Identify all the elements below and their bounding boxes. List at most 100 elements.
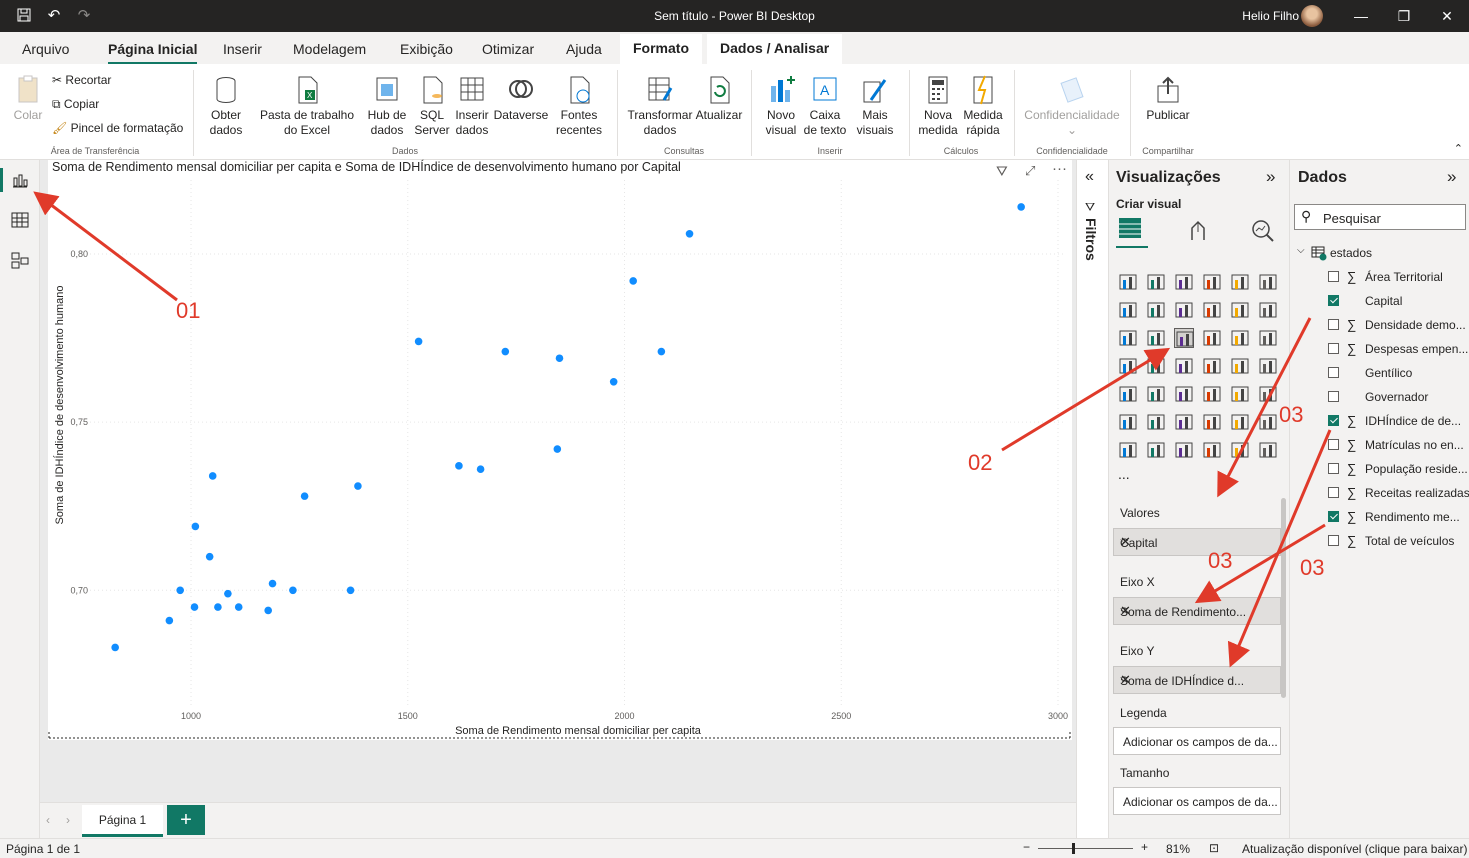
get-data-button[interactable]: Obter dados — [200, 74, 252, 138]
data-point[interactable] — [555, 354, 564, 363]
field-name[interactable]: Total de veículos — [1365, 534, 1455, 548]
field-checkbox[interactable] — [1328, 367, 1339, 378]
scatter-icon[interactable] — [1174, 328, 1194, 348]
field-checkbox[interactable] — [1328, 343, 1339, 354]
filter-icon[interactable]: ⛛ — [996, 163, 1008, 179]
stacked-bar-icon[interactable] — [1118, 272, 1138, 292]
data-point[interactable] — [208, 472, 217, 480]
data-point[interactable] — [176, 586, 184, 595]
paginated-icon[interactable] — [1230, 412, 1250, 432]
100-bar-icon[interactable] — [1230, 272, 1250, 292]
tab-exibicao[interactable]: Exibição — [400, 41, 453, 57]
python-icon[interactable] — [1118, 412, 1138, 432]
chevron-down-icon[interactable]: ⌵ — [1120, 673, 1128, 684]
data-point[interactable] — [268, 579, 277, 588]
data-hub-button[interactable]: Hub de dados — [363, 74, 411, 138]
data-point[interactable] — [629, 277, 637, 285]
filters-pane[interactable]: « ⛛ Filtros — [1076, 160, 1108, 838]
publish-button[interactable]: Publicar — [1140, 74, 1196, 123]
y-axis-well[interactable]: Soma de IDHÍndice d... ⌵ ✕ — [1113, 666, 1281, 694]
field-checkbox[interactable] — [1328, 295, 1339, 306]
tab-modelagem[interactable]: Modelagem — [293, 41, 367, 57]
field-checkbox[interactable] — [1328, 415, 1339, 426]
ribbon-icon[interactable] — [1258, 300, 1278, 320]
save-icon[interactable] — [15, 7, 33, 25]
table-name[interactable]: estados — [1330, 246, 1373, 260]
field-name[interactable]: Governador — [1365, 390, 1429, 404]
model-view-icon[interactable] — [10, 250, 30, 270]
more-options-icon[interactable]: ··· — [1052, 160, 1067, 177]
transform-data-button[interactable]: Transformar dados — [624, 74, 696, 138]
more-visuals-ellipsis[interactable]: ... — [1118, 466, 1130, 482]
donut-icon[interactable] — [1230, 328, 1250, 348]
clustered-column-icon[interactable] — [1202, 272, 1222, 292]
remove-icon[interactable]: ✕ — [1120, 603, 1131, 618]
next-page-icon[interactable]: › — [66, 813, 70, 827]
narrative-icon[interactable] — [1118, 440, 1138, 460]
field-name[interactable]: Receitas realizadas — [1365, 486, 1469, 500]
data-point[interactable] — [111, 643, 119, 652]
expand-icon[interactable]: « — [1085, 168, 1094, 185]
table-view-icon[interactable] — [10, 210, 30, 230]
field-checkbox[interactable] — [1328, 463, 1339, 474]
data-point[interactable] — [609, 377, 618, 386]
field-name[interactable]: Despesas empen... — [1365, 342, 1469, 356]
dataverse-button[interactable]: Dataverse — [492, 74, 550, 123]
field-checkbox[interactable] — [1328, 391, 1339, 402]
slicer-icon[interactable] — [1174, 384, 1194, 404]
data-point[interactable] — [205, 552, 214, 561]
field-name[interactable]: IDHÍndice de de... — [1365, 414, 1462, 428]
data-point[interactable] — [685, 230, 694, 238]
field-checkbox[interactable] — [1328, 319, 1339, 330]
field-checkbox[interactable] — [1328, 439, 1339, 450]
tab-ajuda[interactable]: Ajuda — [566, 41, 602, 57]
text-box-button[interactable]: A Caixa de texto — [802, 74, 848, 138]
close-icon[interactable]: ✕ — [1441, 8, 1453, 24]
tab-formato[interactable]: Formato — [620, 34, 702, 64]
clustered-bar-icon[interactable] — [1174, 272, 1194, 292]
key-influencers-icon[interactable] — [1146, 412, 1166, 432]
power-automate-icon[interactable] — [1202, 440, 1222, 460]
minimize-icon[interactable]: — — [1354, 8, 1368, 24]
remove-icon[interactable]: ✕ — [1120, 672, 1131, 687]
card-icon[interactable] — [1258, 356, 1278, 376]
data-point[interactable] — [476, 465, 485, 474]
data-point[interactable] — [234, 603, 243, 611]
recent-sources-button[interactable]: Fontes recentes — [550, 74, 608, 138]
qa-icon[interactable] — [1202, 412, 1222, 432]
tab-dados-analisar[interactable]: Dados / Analisar — [707, 34, 843, 64]
fit-page-icon[interactable]: ⊡ — [1209, 841, 1220, 855]
line-icon[interactable] — [1118, 300, 1138, 320]
quick-measure-button[interactable]: Medida rápida — [960, 74, 1006, 138]
table-icon[interactable] — [1202, 384, 1222, 404]
chevron-down-icon[interactable]: ⌵ — [1297, 245, 1305, 256]
data-point[interactable] — [191, 522, 200, 531]
update-link[interactable]: Atualização disponível (clique para baix… — [1242, 842, 1468, 856]
focus-mode-icon[interactable]: ⤢ — [1025, 163, 1036, 178]
kpi-icon[interactable] — [1146, 384, 1166, 404]
new-measure-button[interactable]: Nova medida — [915, 74, 961, 138]
prev-page-icon[interactable]: ‹ — [46, 813, 50, 827]
data-point[interactable] — [300, 492, 309, 500]
restore-icon[interactable]: ❐ — [1397, 8, 1411, 24]
field-name[interactable]: Capital — [1365, 294, 1403, 308]
data-point[interactable] — [657, 347, 666, 356]
tab-pagina-inicial[interactable]: Página Inicial — [108, 41, 198, 65]
collapse-data-icon[interactable]: » — [1447, 167, 1457, 186]
treemap-icon[interactable] — [1258, 328, 1278, 348]
undo-icon[interactable]: ↶ — [47, 7, 61, 24]
pie-icon[interactable] — [1202, 328, 1222, 348]
field-checkbox[interactable] — [1328, 487, 1339, 498]
field-checkbox[interactable] — [1328, 511, 1339, 522]
zoom-in-icon[interactable]: + — [1141, 840, 1149, 854]
data-point[interactable] — [1017, 203, 1025, 211]
field-name[interactable]: Densidade demo... — [1365, 318, 1466, 332]
matrix-icon[interactable] — [1230, 384, 1250, 404]
data-point[interactable] — [553, 445, 562, 453]
data-point[interactable] — [289, 586, 297, 595]
field-name[interactable]: Gentílico — [1365, 366, 1413, 380]
data-point[interactable] — [501, 347, 510, 356]
sql-server-button[interactable]: SQL Server — [413, 74, 451, 138]
azure-map-icon[interactable] — [1202, 356, 1222, 376]
build-visual-tab[interactable] — [1116, 214, 1148, 248]
